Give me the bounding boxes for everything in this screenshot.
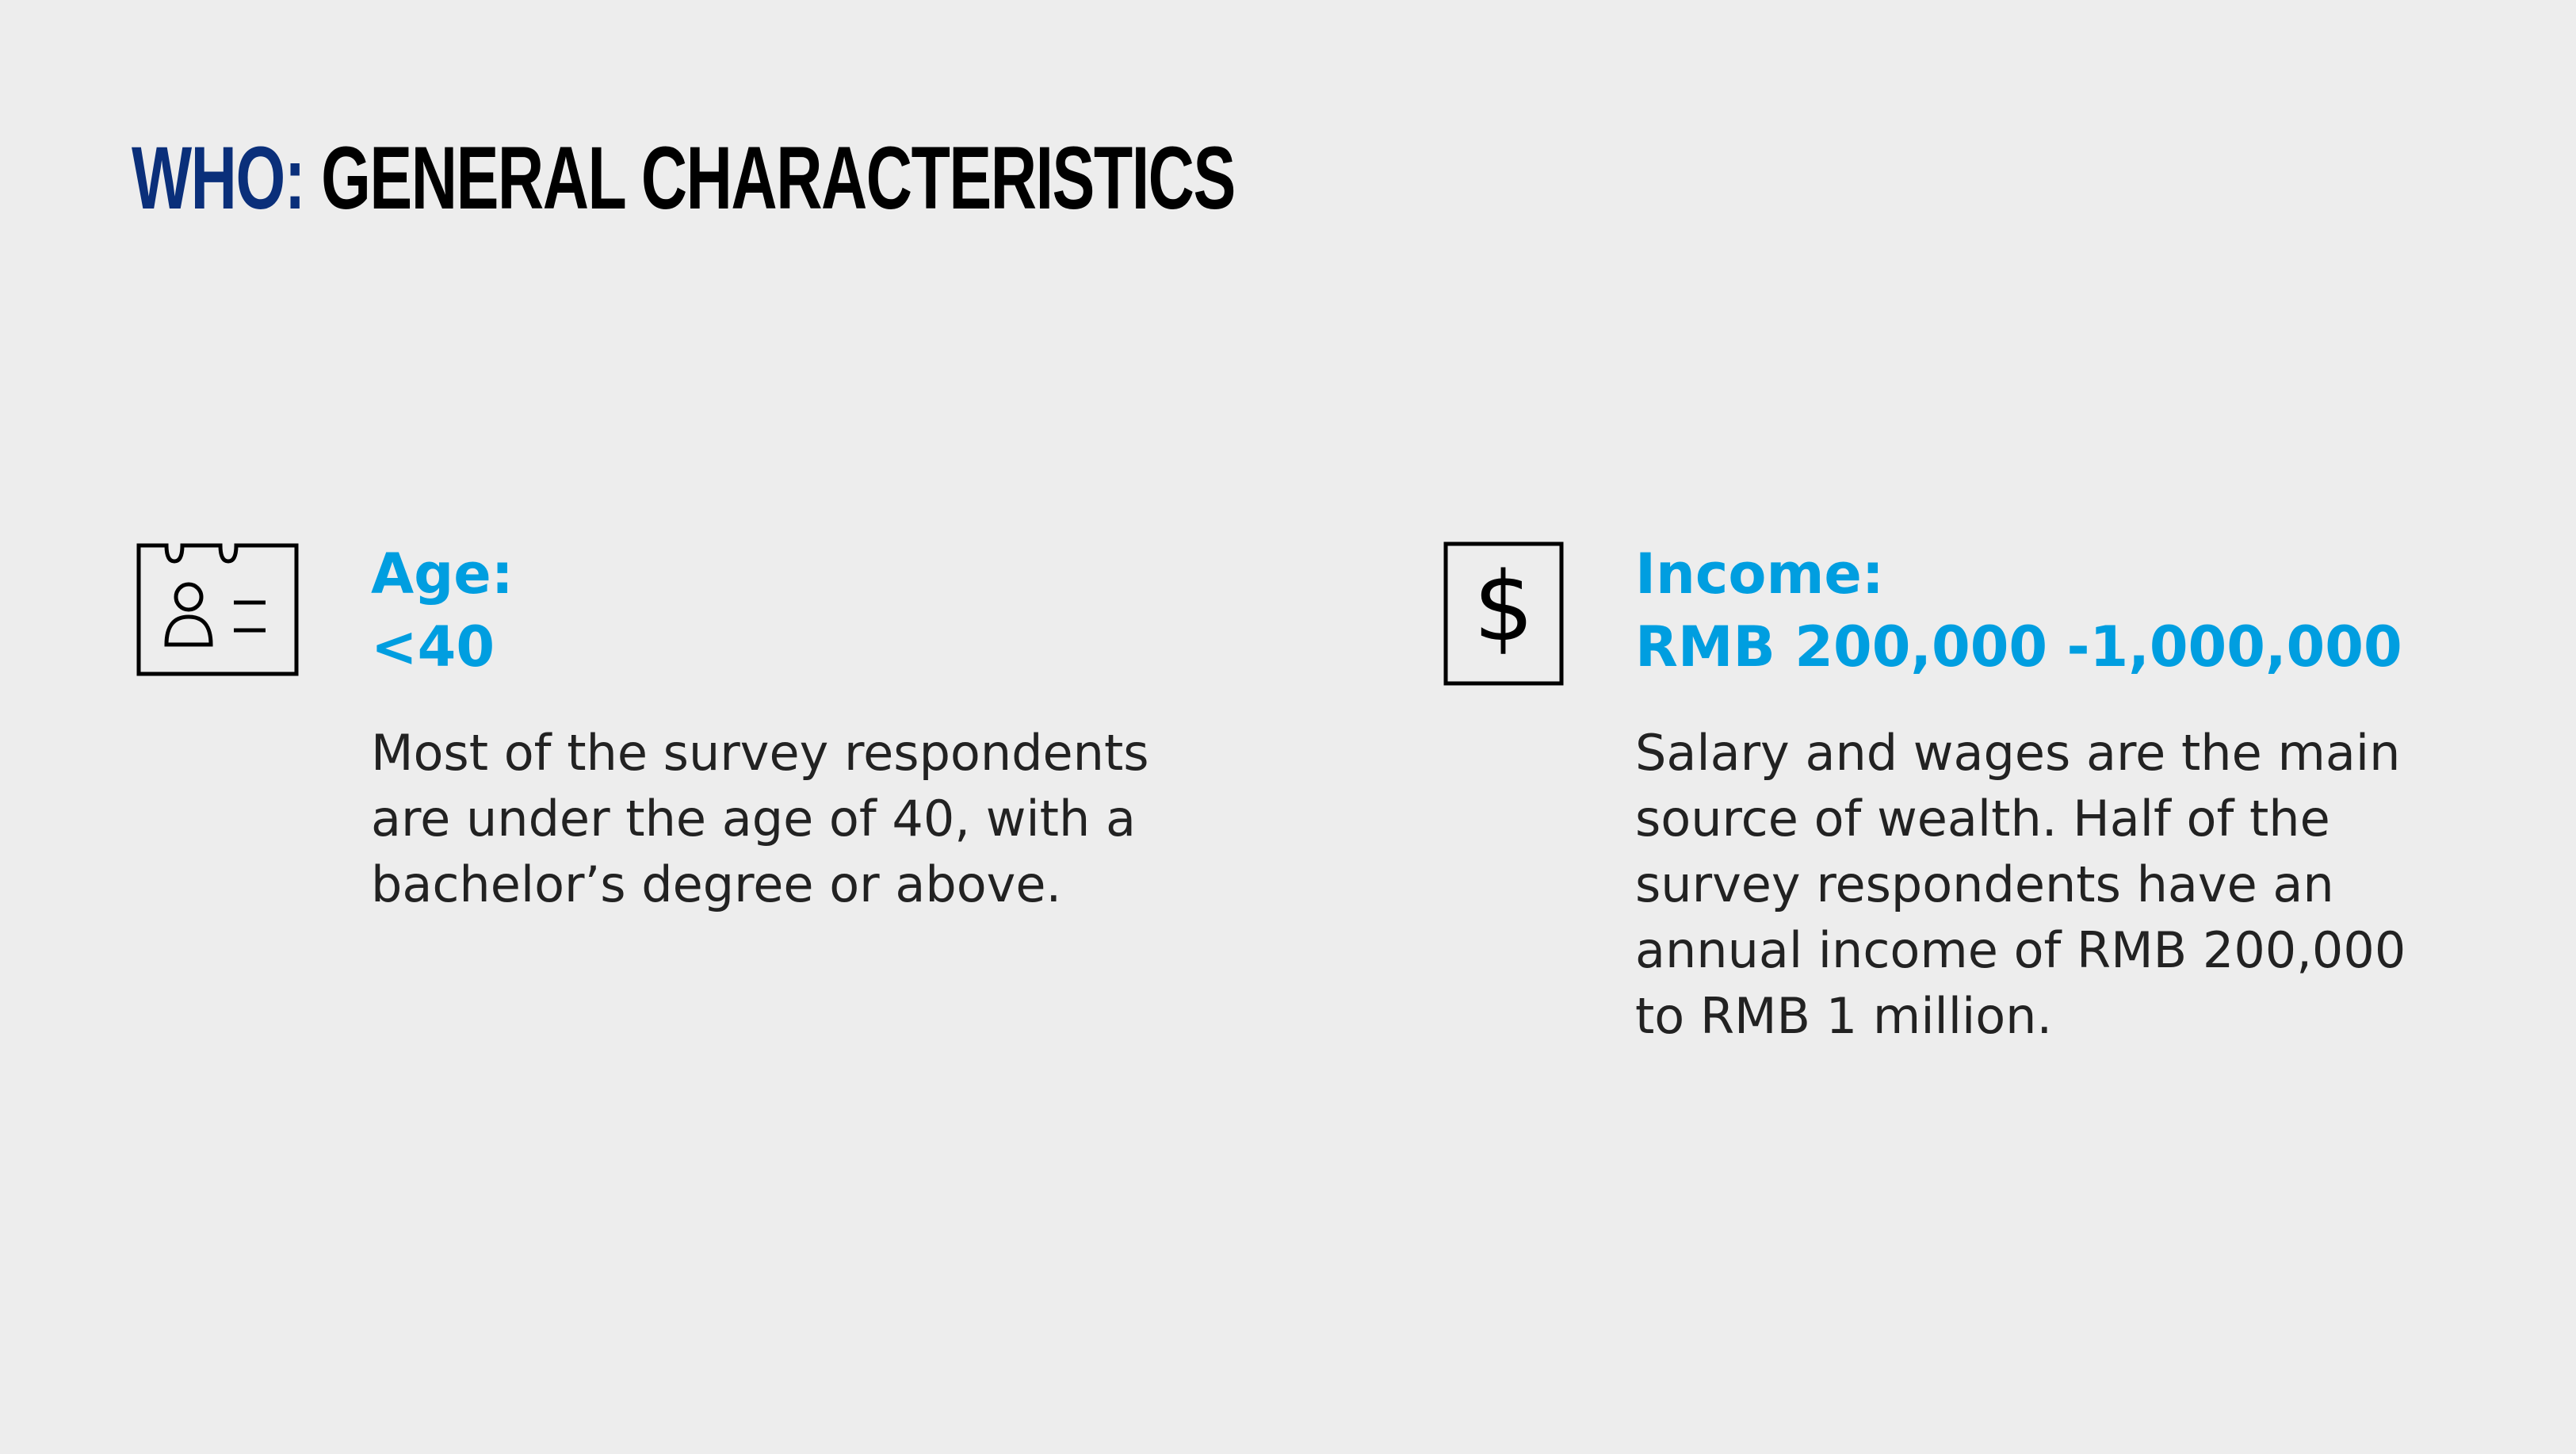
svg-text:$: $ — [1473, 553, 1534, 663]
page-title: WHO: GENERAL CHARACTERISTICS — [132, 127, 1236, 229]
title-accent: WHO: — [132, 128, 306, 228]
title-rest: GENERAL CHARACTERISTICS — [321, 128, 1236, 228]
age-heading: Age: <40 — [371, 538, 514, 683]
dollar-icon: $ — [1443, 541, 1564, 686]
age-description: Most of the survey respondents are under… — [371, 724, 1149, 913]
age-heading-label: Age: — [371, 541, 514, 606]
income-heading-label: Income: — [1635, 541, 1884, 606]
id-card-icon — [136, 543, 299, 676]
income-heading: Income: RMB 200,000 -1,000,000 — [1635, 538, 2402, 683]
age-heading-value: <40 — [371, 614, 495, 679]
income-heading-value: RMB 200,000 -1,000,000 — [1635, 614, 2402, 679]
income-description: Salary and wages are the main source of … — [1635, 724, 2406, 1045]
